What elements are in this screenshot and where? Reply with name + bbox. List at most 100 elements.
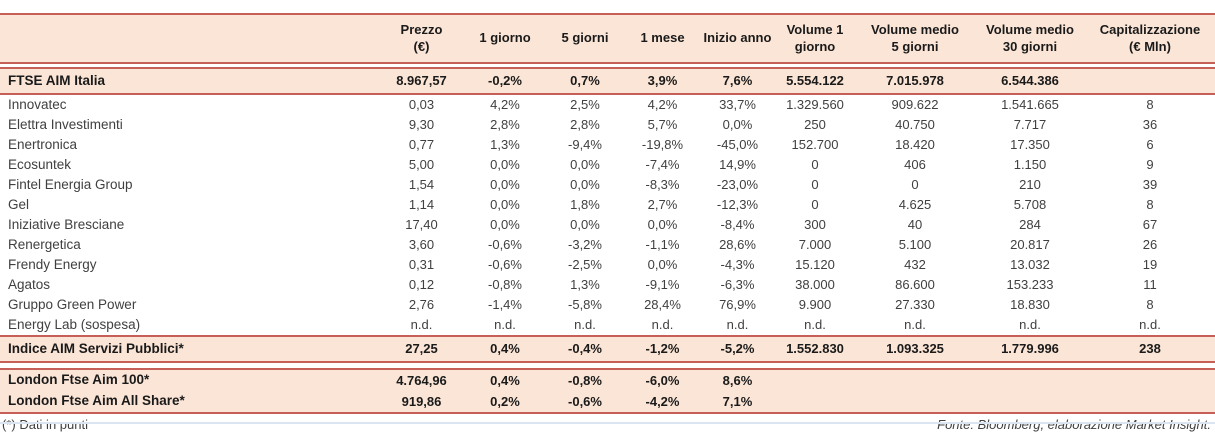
row-value: 18.830 (1010, 297, 1050, 313)
row-value: -5,2% (720, 341, 755, 357)
stock-row: Energy Lab (sospesa) n.d. n.d. n.d. n.d. n.d.… (0, 315, 1215, 335)
row-value: 17.350 (1010, 137, 1050, 153)
stock-row: Enertronica 0,77 1,3% -9,4% -19,8% -45,0% 152.… (0, 135, 1215, 155)
row-value: 0,12 (408, 277, 435, 293)
row-value: 4.764,96 (396, 372, 447, 388)
row-value: -6,3% (720, 277, 755, 293)
row-value: 300 (804, 217, 826, 233)
row-label: Gruppo Green Power (8, 296, 137, 312)
row-value: Volume 1 giorno (786, 22, 844, 54)
aim-servizi-pubblici-band: Indice AIM Servizi Pubblici* 27,25 0,4% -0,… (0, 335, 1215, 363)
row-label: Iniziative Bresciane (8, 216, 125, 232)
row-label: Fintel Energia Group (8, 176, 133, 192)
stock-row: Fintel Energia Group 1,54 0,0% 0,0% -8,3% -23… (0, 175, 1215, 195)
row-value: 5,00 (408, 157, 435, 173)
row-value: 3,9% (647, 73, 678, 89)
row-value: Volume medio 30 giorni (986, 22, 1074, 54)
row-value: 5.100 (898, 237, 932, 253)
row-value: 9 (1146, 157, 1154, 173)
index-summary-row: London Ftse Aim 100* 4.764,96 0,4% -0,8% -6,… (0, 370, 1215, 391)
row-value: 67 (1142, 217, 1158, 233)
bottom-edge-divider (0, 422, 1215, 424)
row-value: 1.329.560 (786, 97, 844, 113)
row-value: 4,2% (490, 97, 520, 113)
row-value: 1,54 (408, 177, 435, 193)
row-value: 2,8% (490, 117, 520, 133)
row-value: -3,2% (568, 237, 602, 253)
row-value: 0,0% (570, 157, 600, 173)
row-label: Gel (8, 196, 30, 212)
row-value: 7.717 (1013, 117, 1047, 133)
row-value: 0 (811, 177, 819, 193)
row-value: -8,3% (645, 177, 680, 193)
row-value: -9,1% (645, 277, 680, 293)
row-value: -0,6% (568, 393, 602, 409)
row-value: 8.967,57 (396, 73, 447, 89)
row-value: 432 (904, 257, 926, 273)
stock-row: Frendy Energy 0,31 -0,6% -2,5% 0,0% -4,3% 15.1… (0, 255, 1215, 275)
row-value: 0,2% (490, 393, 520, 409)
row-value: 5,7% (647, 117, 678, 133)
index-summary-row: Indice AIM Servizi Pubblici* 27,25 0,4% -0,… (0, 337, 1215, 361)
row-label: FTSE AIM Italia (8, 72, 106, 88)
stock-row: Ecosuntek 5,00 0,0% 0,0% -7,4% 14,9% 0 406 1.150… (0, 155, 1215, 175)
row-label: Elettra Investimenti (8, 116, 123, 132)
row-value: n.d. (726, 317, 749, 333)
row-value: 5.554.122 (786, 73, 844, 89)
row-value: n.d. (1019, 317, 1041, 333)
row-value: -6,0% (645, 372, 680, 388)
row-label: Enertronica (8, 136, 78, 152)
row-value: 4.625 (898, 197, 932, 213)
row-value: 2,5% (570, 97, 600, 113)
row-value: -19,8% (641, 137, 684, 153)
row-value: 38.000 (795, 277, 835, 293)
row-value: n.d. (410, 317, 433, 333)
row-value: 27,25 (405, 341, 438, 357)
row-label: Ecosuntek (8, 156, 72, 172)
row-value: -9,4% (568, 137, 602, 153)
row-value: 7,6% (722, 73, 753, 89)
stock-row: Gruppo Green Power 2,76 -1,4% -5,8% 28,4% 76,… (0, 295, 1215, 315)
row-value: 2,7% (647, 197, 678, 213)
row-value: Capitalizzazione (€ Mln) (1099, 22, 1201, 54)
row-value: 1.779.996 (1001, 341, 1059, 357)
row-value: 39 (1142, 177, 1158, 193)
stock-row: Gel 1,14 0,0% 1,8% 2,7% -12,3% 0 4.625 5.708 8 (0, 195, 1215, 215)
row-value: 1,8% (570, 197, 600, 213)
row-value: 0,03 (408, 97, 435, 113)
row-value: 3,60 (408, 237, 435, 253)
row-value: Volume medio 5 giorni (871, 22, 959, 54)
row-value: 0,0% (490, 157, 520, 173)
row-value: 13.032 (1010, 257, 1050, 273)
row-value: -45,0% (716, 137, 759, 153)
row-value: -4,3% (720, 257, 755, 273)
row-value: 33,7% (719, 97, 756, 113)
stock-rows: Innovatec 0,03 4,2% 2,5% 4,2% 33,7% 1.329.560 9… (0, 95, 1215, 335)
row-value: 9,30 (408, 117, 435, 133)
stock-row: Elettra Investimenti 9,30 2,8% 2,8% 5,7% 0,0%… (0, 115, 1215, 135)
row-value: 0,0% (647, 257, 678, 273)
row-value: 76,9% (719, 297, 756, 313)
row-value: 152.700 (791, 137, 839, 153)
row-value: -0,8% (488, 277, 522, 293)
row-value: 0 (911, 177, 919, 193)
stock-row: Iniziative Bresciane 17,40 0,0% 0,0% 0,0% -8,… (0, 215, 1215, 235)
footnote-dati-in-punti: (*) Dati in punti (2, 417, 88, 432)
row-value: 1,14 (408, 197, 435, 213)
row-value: 8 (1146, 297, 1154, 313)
row-value: -5,8% (568, 297, 602, 313)
row-value: 0,0% (490, 177, 520, 193)
row-label: Frendy Energy (8, 256, 97, 272)
stock-row: Innovatec 0,03 4,2% 2,5% 4,2% 33,7% 1.329.560 9… (0, 95, 1215, 115)
row-value: -12,3% (716, 197, 759, 213)
row-value: -1,2% (645, 341, 680, 357)
row-value: 1 giorno (479, 30, 531, 46)
row-label: Indice AIM Servizi Pubblici* (8, 340, 184, 356)
row-value: 20.817 (1010, 237, 1050, 253)
row-value: 7.015.978 (886, 73, 944, 89)
index-summary-row: London Ftse Aim All Share* 919,86 0,2% -0,6… (0, 391, 1215, 412)
row-value: 1.150 (1013, 157, 1047, 173)
row-value: 0,0% (722, 117, 753, 133)
row-value: 1,3% (570, 277, 600, 293)
